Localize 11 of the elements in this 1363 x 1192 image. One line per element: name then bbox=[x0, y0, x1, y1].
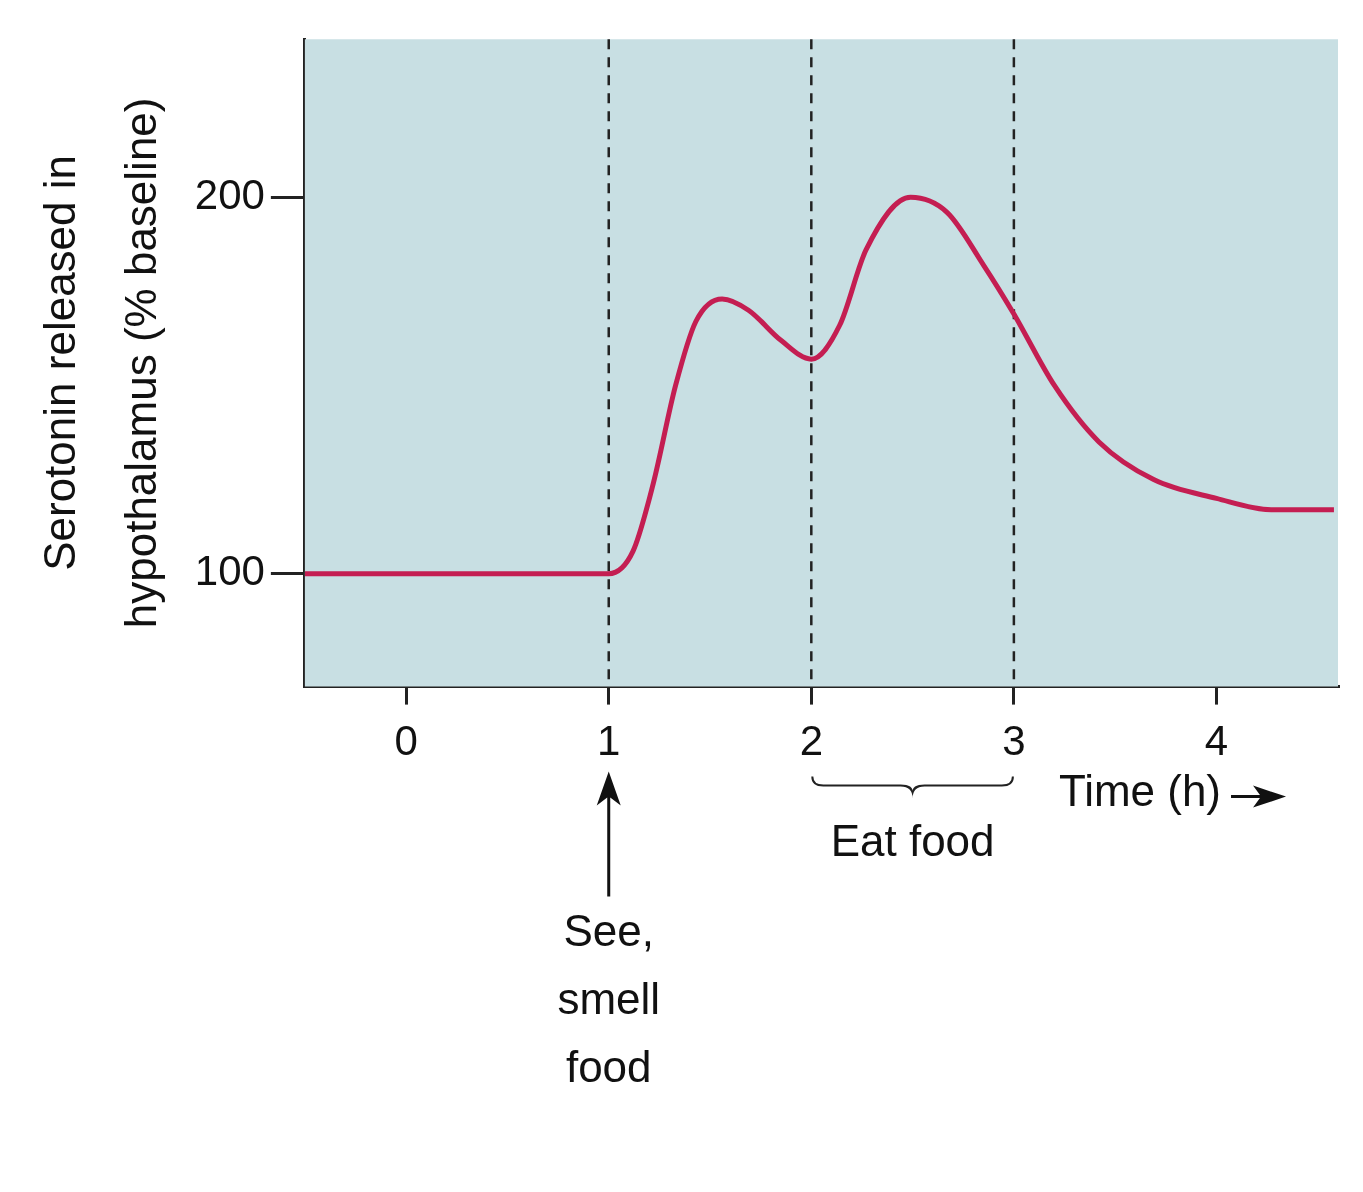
x-tick-label: 2 bbox=[799, 717, 823, 765]
text: Eat food bbox=[830, 815, 995, 865]
y-tick-label: 100 bbox=[194, 547, 265, 595]
x-tick-label: 4 bbox=[1204, 717, 1229, 765]
x-tick-label: 3 bbox=[1002, 717, 1026, 765]
text: See, smell food bbox=[557, 905, 661, 1091]
y-tick-label: 200 bbox=[194, 170, 265, 218]
x-axis-title: Time (h) bbox=[1058, 765, 1222, 815]
y-axis-title: Serotonin released in hypothalamus (% baseline) bbox=[34, 97, 166, 629]
x-tick-label: 0 bbox=[394, 717, 418, 765]
x-tick-label: 1 bbox=[597, 717, 621, 765]
